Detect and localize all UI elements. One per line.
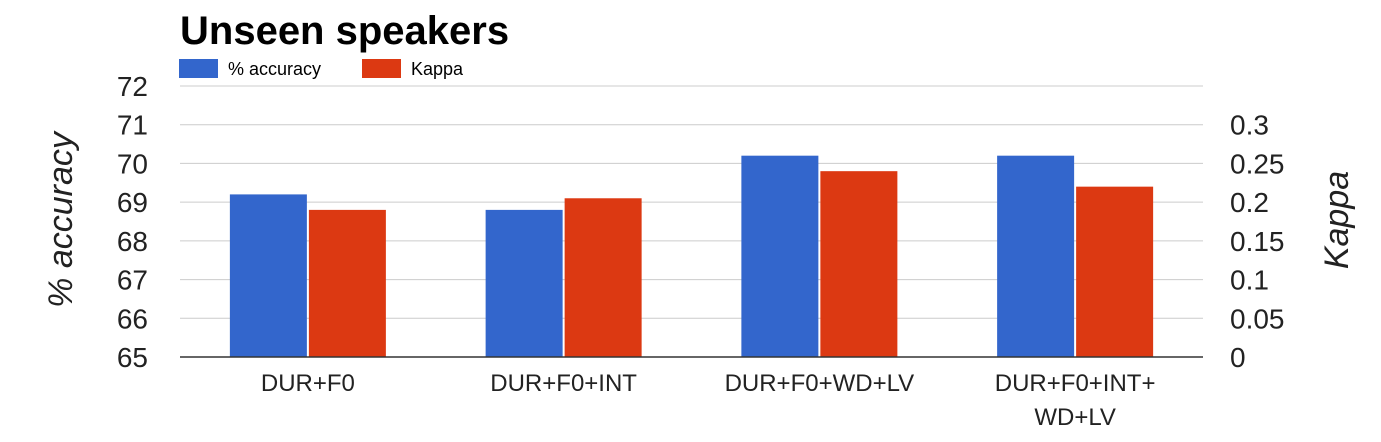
right-tick-label: 0.1 <box>1230 265 1269 296</box>
category-label: DUR+F0 <box>261 370 355 397</box>
category-label: DUR+F0+INT <box>490 370 637 397</box>
left-tick-label: 67 <box>117 265 148 296</box>
left-axis-ticks: 65 66 67 68 69 70 71 72 <box>117 71 148 373</box>
category-labels: DUR+F0 DUR+F0+INT DUR+F0+WD+LV DUR+F0+INT+ W… <box>261 370 1156 431</box>
legend-swatch-kappa <box>362 59 401 78</box>
category-label: DUR+F0+WD+LV <box>725 370 915 397</box>
chart-title: Unseen speakers <box>180 9 509 53</box>
bar-accuracy <box>485 209 563 357</box>
bars <box>229 155 1154 357</box>
right-tick-label: 0.05 <box>1230 303 1285 334</box>
left-tick-label: 71 <box>117 110 148 141</box>
left-tick-label: 68 <box>117 226 148 257</box>
right-tick-label: 0 <box>1230 342 1246 373</box>
right-tick-label: 0.15 <box>1230 226 1285 257</box>
bar-accuracy <box>997 155 1075 357</box>
bar-accuracy <box>229 194 307 357</box>
bar-kappa <box>1076 186 1154 357</box>
right-axis-ticks: 0 0.05 0.1 0.15 0.2 0.25 0.3 <box>1230 110 1285 373</box>
bar-kappa <box>308 209 386 357</box>
right-axis-title: Kappa <box>1318 171 1356 269</box>
left-tick-label: 72 <box>117 71 148 102</box>
left-tick-label: 69 <box>117 187 148 218</box>
right-tick-label: 0.25 <box>1230 148 1285 179</box>
right-tick-label: 0.3 <box>1230 110 1269 141</box>
legend: % accuracy Kappa <box>179 59 464 79</box>
bar-accuracy <box>741 155 819 357</box>
left-tick-label: 66 <box>117 303 148 334</box>
left-axis-title: % accuracy <box>42 130 80 308</box>
left-tick-label: 70 <box>117 148 148 179</box>
category-label: WD+LV <box>1034 404 1116 431</box>
bar-kappa <box>564 198 642 357</box>
bar-kappa <box>820 171 898 357</box>
legend-swatch-accuracy <box>179 59 218 78</box>
legend-label-kappa: Kappa <box>411 59 464 79</box>
legend-label-accuracy: % accuracy <box>228 59 321 79</box>
category-label: DUR+F0+INT+ <box>995 370 1156 397</box>
left-tick-label: 65 <box>117 342 148 373</box>
right-tick-label: 0.2 <box>1230 187 1269 218</box>
